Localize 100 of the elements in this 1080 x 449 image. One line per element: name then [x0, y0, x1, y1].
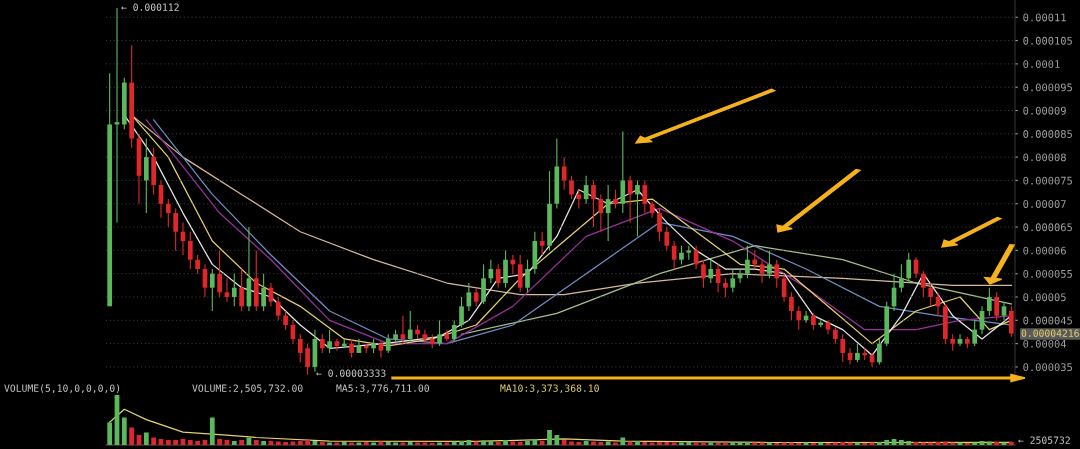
candlestick	[899, 263, 904, 293]
y-tick-label: 0.00006	[1023, 246, 1066, 255]
candlestick	[385, 333, 391, 354]
candlestick	[759, 259, 765, 284]
candlestick	[444, 329, 450, 342]
text: VOLUME:2,505,732.00	[192, 384, 303, 394]
bar	[143, 432, 149, 445]
candlestick	[752, 249, 758, 270]
text: MA5:3,776,711.00	[336, 384, 430, 394]
candlestick	[613, 189, 618, 209]
bar	[547, 430, 552, 445]
candlestick	[165, 198, 171, 228]
candlestick	[906, 252, 912, 284]
candlestick	[642, 179, 648, 214]
y-tick-label: 0.00005	[1023, 293, 1066, 302]
candlestick	[583, 175, 589, 205]
bar	[305, 440, 310, 445]
candlestick	[451, 319, 457, 342]
bar	[385, 442, 391, 445]
candlestick	[840, 333, 846, 363]
candlestick	[664, 226, 670, 251]
candlestick	[679, 245, 684, 265]
candlestick	[319, 333, 325, 354]
bar	[1008, 442, 1014, 445]
bar	[407, 442, 413, 445]
y-tick-label: 0.000085	[1023, 130, 1072, 138]
bar	[642, 442, 648, 445]
bar	[598, 442, 604, 445]
bar	[466, 440, 472, 445]
bar	[195, 441, 201, 445]
bar	[840, 442, 846, 445]
bar	[363, 442, 369, 445]
bar	[107, 422, 113, 445]
candlestick	[789, 291, 794, 321]
bar	[877, 442, 882, 445]
text: ← 2505732	[1018, 436, 1070, 444]
bar	[906, 441, 912, 445]
bar	[539, 441, 545, 445]
bar	[187, 440, 193, 445]
bar	[576, 442, 582, 445]
bar	[261, 441, 266, 445]
candlestick	[437, 319, 442, 347]
annotation: ← 0.00003333	[316, 369, 386, 377]
candlestick	[987, 287, 992, 317]
y-tick-label: 0.000075	[1023, 176, 1072, 185]
candlestick	[855, 343, 860, 363]
bar	[488, 441, 494, 445]
bar	[583, 441, 589, 445]
bar	[525, 441, 530, 445]
candlestick	[745, 245, 750, 279]
text: VOLUME(5,10,0,0,0,0)	[4, 384, 120, 394]
candlestick	[195, 254, 200, 275]
candlestick	[591, 179, 596, 228]
candlestick	[481, 263, 486, 305]
candlestick	[957, 333, 963, 347]
y-tick-label: 0.000035	[1023, 363, 1072, 372]
candlestick	[708, 259, 714, 284]
candlestick	[635, 179, 640, 237]
bar	[129, 427, 135, 445]
bar	[635, 441, 640, 445]
candlestick	[231, 273, 237, 307]
candlestick	[701, 259, 706, 289]
y-tick-label: 0.00011	[1023, 13, 1066, 22]
candlestick	[723, 277, 728, 298]
candlestick	[297, 333, 303, 363]
y-tick-label: 0.0001	[1023, 60, 1060, 69]
bar	[121, 417, 127, 445]
bar	[173, 440, 179, 445]
text: MA10:3,373,368.10	[500, 384, 599, 394]
candlestick	[187, 231, 193, 270]
candlestick	[877, 338, 882, 366]
y-tick-label: 0.00004	[1023, 339, 1067, 348]
bar	[657, 442, 662, 445]
candlestick	[620, 130, 626, 214]
candlestick	[217, 249, 222, 298]
bar	[217, 439, 223, 445]
candlestick	[495, 263, 501, 289]
bar	[994, 442, 1000, 445]
candlestick	[569, 175, 574, 200]
bar	[517, 442, 523, 445]
bar	[898, 440, 904, 445]
candlestick	[525, 259, 530, 293]
annotation: ← 0.000112	[121, 3, 179, 11]
bar	[283, 442, 288, 445]
candlestick	[209, 268, 215, 312]
candlestick	[503, 249, 508, 289]
bar	[554, 435, 560, 445]
candlestick	[1001, 301, 1007, 321]
candlestick	[283, 310, 288, 331]
candlestick	[598, 193, 604, 233]
candlestick	[327, 329, 332, 354]
candlestick	[921, 270, 926, 298]
y-tick-label: 0.000065	[1023, 223, 1072, 232]
bar	[503, 440, 508, 445]
bar	[319, 442, 325, 445]
candlestick	[173, 207, 178, 251]
candlestick	[275, 296, 281, 321]
candlestick	[517, 254, 523, 293]
bar	[561, 440, 567, 445]
bar	[231, 441, 237, 445]
